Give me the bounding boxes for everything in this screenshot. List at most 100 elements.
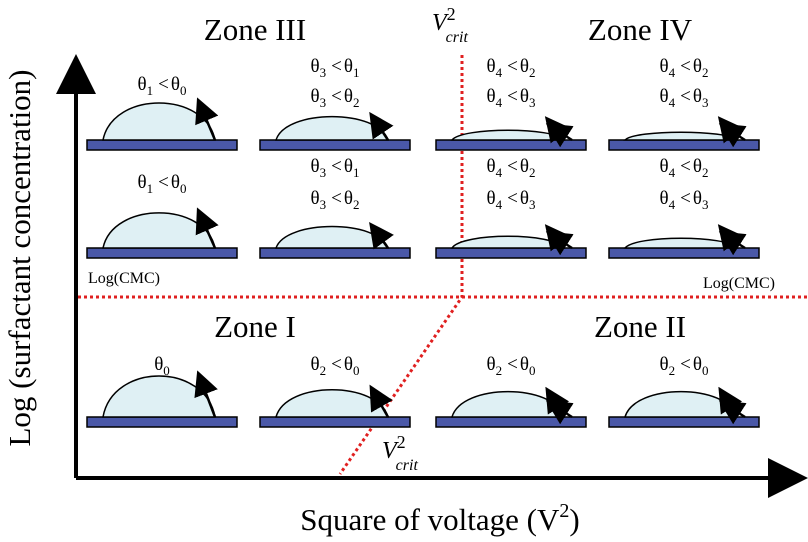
cv-sup: 2 xyxy=(397,432,406,452)
theta: θ xyxy=(311,354,320,375)
substrate xyxy=(260,248,410,258)
theta: θ xyxy=(344,56,353,77)
theta: θ xyxy=(693,86,702,107)
subscript: 4 xyxy=(669,197,676,212)
relation: < xyxy=(507,188,518,209)
theta: θ xyxy=(520,156,529,177)
theta: θ xyxy=(520,86,529,107)
theta: θ xyxy=(487,156,496,177)
subscript: 3 xyxy=(320,165,327,180)
relation: < xyxy=(331,156,342,177)
droplet xyxy=(103,376,215,417)
subscript: 4 xyxy=(496,165,503,180)
y-axis-label: Log (surfactant concentration) xyxy=(2,70,37,447)
theta: θ xyxy=(693,354,702,375)
droplet xyxy=(276,227,388,248)
droplet xyxy=(452,130,564,140)
subscript: 2 xyxy=(496,363,503,378)
substrate xyxy=(436,140,586,150)
condition: θ3<θ2 xyxy=(311,86,360,110)
subscript: 1 xyxy=(147,181,154,196)
theta: θ xyxy=(344,156,353,177)
condition: θ2<θ0 xyxy=(660,354,709,378)
relation: < xyxy=(507,86,518,107)
theta: θ xyxy=(660,354,669,375)
theta: θ xyxy=(487,354,496,375)
theta: θ xyxy=(171,172,180,193)
subscript: 4 xyxy=(669,65,676,80)
relation: < xyxy=(331,354,342,375)
theta: θ xyxy=(154,354,163,375)
theta: θ xyxy=(487,188,496,209)
substrate xyxy=(609,248,759,258)
cmc-label: Log(CMC) xyxy=(88,270,160,287)
subscript: 0 xyxy=(180,181,187,196)
relation: < xyxy=(680,354,691,375)
cv-sup: 2 xyxy=(447,4,456,24)
x-label-close: ) xyxy=(569,502,579,537)
critical-voltage-label: V2crit xyxy=(382,432,418,474)
relation: < xyxy=(507,156,518,177)
condition: θ2<θ0 xyxy=(487,354,536,378)
subscript: 4 xyxy=(669,95,676,110)
condition: θ1<θ0 xyxy=(138,74,187,98)
condition: θ4<θ2 xyxy=(660,56,709,80)
subscript: 3 xyxy=(529,197,536,212)
subscript: 2 xyxy=(702,165,709,180)
subscript: 2 xyxy=(353,197,360,212)
relation: < xyxy=(680,86,691,107)
subscript: 1 xyxy=(353,165,360,180)
substrate xyxy=(260,417,410,427)
relation: < xyxy=(507,354,518,375)
zone-label: Zone III xyxy=(204,12,306,47)
condition: θ4<θ3 xyxy=(660,188,709,212)
subscript: 1 xyxy=(147,83,154,98)
x-axis-label: Square of voltage (V2) xyxy=(300,500,579,537)
subscript: 3 xyxy=(702,197,709,212)
subscript: 0 xyxy=(180,83,187,98)
condition: θ3<θ1 xyxy=(311,56,360,80)
substrate xyxy=(87,417,237,427)
theta: θ xyxy=(311,156,320,177)
relation: < xyxy=(331,56,342,77)
subscript: 4 xyxy=(496,65,503,80)
subscript: 4 xyxy=(496,197,503,212)
theta: θ xyxy=(693,156,702,177)
theta: θ xyxy=(311,188,320,209)
subscript: 3 xyxy=(320,95,327,110)
condition: θ3<θ2 xyxy=(311,188,360,212)
condition: θ4<θ3 xyxy=(487,86,536,110)
subscript: 3 xyxy=(529,95,536,110)
subscript: 0 xyxy=(353,363,360,378)
relation: < xyxy=(680,188,691,209)
condition: θ4<θ2 xyxy=(660,156,709,180)
theta: θ xyxy=(520,188,529,209)
subscript: 3 xyxy=(320,197,327,212)
subscript: 2 xyxy=(529,165,536,180)
relation: < xyxy=(680,56,691,77)
condition: θ3<θ1 xyxy=(311,156,360,180)
relation: < xyxy=(507,56,518,77)
subscript: 0 xyxy=(529,363,536,378)
droplet xyxy=(276,117,388,140)
theta: θ xyxy=(138,172,147,193)
zone-label: Zone IV xyxy=(588,12,693,47)
droplet xyxy=(625,238,737,248)
subscript: 2 xyxy=(353,95,360,110)
theta: θ xyxy=(138,74,147,95)
x-label-text: Square of voltage (V xyxy=(300,502,560,537)
zone-label: Zone II xyxy=(594,309,686,344)
droplet xyxy=(625,132,737,140)
theta: θ xyxy=(520,56,529,77)
subscript: 2 xyxy=(529,65,536,80)
substrate xyxy=(260,140,410,150)
condition: θ0 xyxy=(154,354,170,378)
relation: < xyxy=(331,188,342,209)
relation: < xyxy=(680,156,691,177)
theta: θ xyxy=(693,188,702,209)
cv-sub: crit xyxy=(396,457,419,474)
substrate xyxy=(609,140,759,150)
relation: < xyxy=(158,172,169,193)
subscript: 4 xyxy=(669,165,676,180)
